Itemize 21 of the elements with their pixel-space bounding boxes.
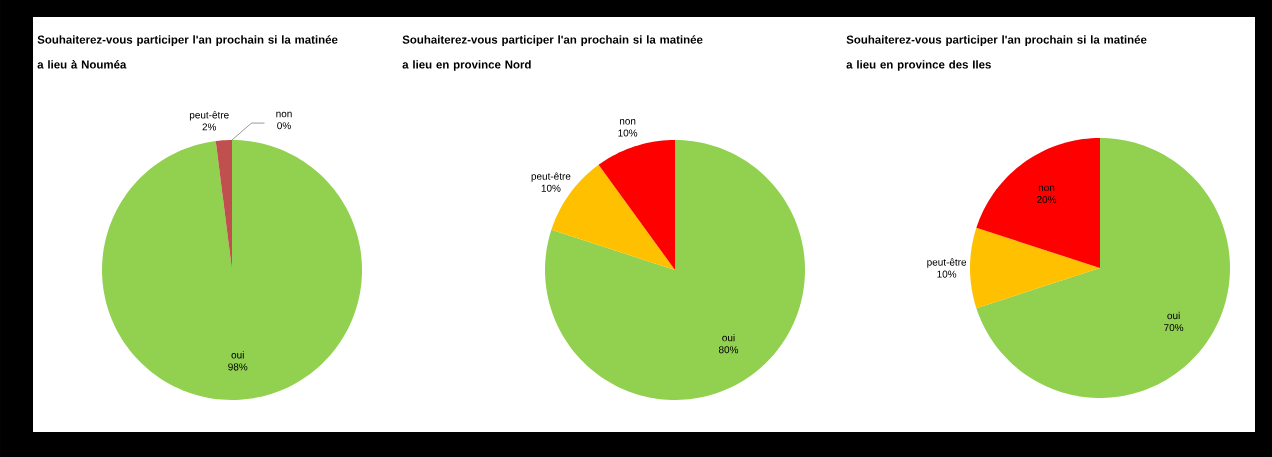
- data-label: 20%: [1037, 196, 1057, 204]
- data-label: 80%: [718, 346, 739, 354]
- slice-label: peut-être: [189, 111, 229, 121]
- slice-label: oui: [231, 351, 244, 359]
- slice-label: peut-être: [927, 258, 967, 268]
- category-label: non: [276, 111, 292, 118]
- text: 0%: [277, 122, 291, 130]
- chart-title: Souhaiterez-vous participer l'an prochain si la matinée a lieu en province des Iles: [846, 35, 1147, 71]
- slice-label: non: [619, 119, 636, 125]
- chart-title: Souhaiterez-vous participer l'an prochain si la matinée a lieu en province Nord: [402, 35, 703, 71]
- slice-label: oui: [1167, 311, 1180, 320]
- data-label: 2%: [202, 123, 217, 131]
- data-label: 70%: [1164, 324, 1184, 332]
- slice-label: oui: [722, 333, 735, 342]
- data-label: 10%: [618, 129, 638, 137]
- data-label: 98%: [228, 363, 248, 371]
- slice-label: peut-être: [531, 172, 571, 182]
- data-label: 10%: [541, 184, 561, 192]
- slice-label: non: [1038, 185, 1055, 192]
- chart-title: Souhaiterez-vous participer l'an prochain si la matinée a lieu à Nouméa: [37, 35, 338, 69]
- data-label: 10%: [937, 270, 957, 278]
